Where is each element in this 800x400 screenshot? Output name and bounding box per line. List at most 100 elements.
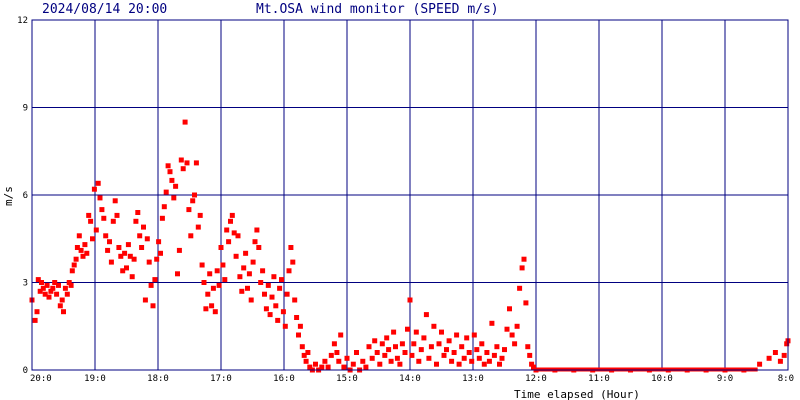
data-point (178, 157, 184, 163)
data-point (377, 361, 383, 367)
data-point (120, 268, 126, 274)
data-point (271, 274, 277, 280)
data-point (525, 344, 531, 350)
data-point (248, 297, 254, 303)
data-point (231, 230, 237, 236)
data-point (64, 291, 70, 297)
data-point (243, 250, 249, 256)
data-point (305, 350, 311, 355)
data-point (436, 341, 442, 347)
data-point (84, 250, 90, 256)
data-point (379, 341, 385, 347)
data-point (446, 338, 452, 344)
data-point (313, 361, 318, 367)
data-point (203, 306, 209, 312)
data-point (451, 350, 457, 355)
data-point (59, 297, 65, 303)
data-point (112, 198, 118, 204)
grid-lines (32, 20, 788, 370)
data-point (180, 166, 186, 172)
data-point (237, 274, 243, 280)
data-point (319, 364, 325, 370)
data-point (527, 352, 533, 358)
data-point (391, 329, 397, 335)
data-point (110, 218, 116, 224)
data-point (61, 309, 66, 315)
data-point (105, 247, 111, 253)
data-point (529, 361, 535, 367)
data-point (307, 364, 313, 370)
data-point (48, 288, 54, 294)
data-point (423, 312, 429, 318)
data-point (50, 285, 56, 291)
data-point (260, 268, 266, 274)
data-point (116, 245, 122, 250)
data-point (210, 285, 216, 291)
data-point (275, 317, 281, 323)
data-point (350, 361, 356, 367)
data-point (471, 332, 477, 338)
data-point (286, 268, 292, 274)
data-point (459, 344, 465, 350)
y-tick-labels: 0 3 6 9 12 (17, 16, 28, 376)
data-point (461, 355, 467, 361)
data-point (158, 250, 163, 256)
data-point (152, 277, 158, 283)
y-tick-label: 6 (23, 191, 28, 201)
data-point (214, 268, 220, 274)
data-point (52, 280, 58, 285)
y-tick-label: 3 (23, 279, 28, 289)
x-tick-label: 14:0 (399, 374, 421, 384)
data-point (114, 212, 120, 218)
data-point (336, 358, 342, 364)
data-point (95, 180, 101, 186)
data-point (62, 285, 68, 291)
data-point (192, 192, 197, 198)
data-point (507, 306, 512, 312)
data-point (399, 341, 405, 347)
data-point (517, 285, 523, 291)
data-point (99, 207, 105, 213)
data-point (107, 239, 112, 245)
data-point (246, 271, 252, 277)
data-point (139, 245, 145, 250)
data-point (133, 218, 139, 224)
data-point (267, 312, 273, 318)
data-point (80, 253, 86, 259)
data-point (494, 344, 500, 350)
data-point (486, 358, 492, 364)
data-point (449, 358, 455, 364)
data-point (331, 341, 337, 347)
data-point (108, 259, 114, 265)
data-point (229, 212, 235, 218)
data-point (464, 335, 470, 341)
chart-title: Mt.OSA wind monitor (SPEED m/s) (256, 2, 499, 17)
data-point (426, 355, 432, 361)
data-point (193, 160, 199, 166)
data-point (269, 294, 275, 300)
data-point (93, 227, 99, 233)
data-point (504, 326, 510, 332)
data-point (416, 358, 422, 364)
data-point (384, 335, 390, 341)
data-point (456, 361, 462, 367)
data-point (294, 315, 300, 320)
data-point (163, 189, 169, 195)
data-point (489, 320, 495, 326)
data-point (103, 233, 109, 239)
x-tick-label: 16:0 (273, 374, 295, 384)
data-point (252, 239, 258, 245)
data-point (531, 364, 536, 370)
data-point (256, 245, 262, 250)
data-point (218, 245, 224, 250)
data-point (299, 344, 305, 350)
data-point (161, 204, 167, 210)
data-point (757, 361, 763, 367)
data-point (369, 355, 375, 361)
data-point (334, 350, 340, 355)
data-point (344, 355, 350, 361)
data-point (265, 282, 271, 288)
data-point (239, 288, 245, 294)
data-point (360, 358, 366, 364)
y-tick-label: 9 (23, 104, 28, 114)
